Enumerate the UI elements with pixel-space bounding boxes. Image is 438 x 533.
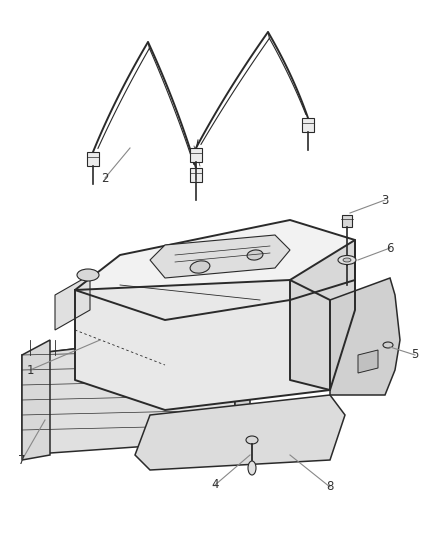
Text: 1: 1 xyxy=(26,364,34,376)
Polygon shape xyxy=(330,278,400,395)
Polygon shape xyxy=(75,220,355,320)
Ellipse shape xyxy=(248,461,256,475)
Text: 6: 6 xyxy=(386,241,394,254)
Text: 3: 3 xyxy=(381,193,389,206)
Polygon shape xyxy=(135,395,345,470)
Polygon shape xyxy=(190,148,202,162)
Polygon shape xyxy=(150,235,290,278)
Ellipse shape xyxy=(77,269,99,281)
Polygon shape xyxy=(22,330,250,360)
Polygon shape xyxy=(22,330,235,455)
Ellipse shape xyxy=(338,255,356,264)
Polygon shape xyxy=(235,330,250,455)
Ellipse shape xyxy=(343,258,351,262)
Polygon shape xyxy=(358,350,378,373)
Text: 7: 7 xyxy=(18,454,26,466)
Polygon shape xyxy=(342,215,352,227)
Polygon shape xyxy=(302,118,314,132)
Text: 5: 5 xyxy=(411,349,419,361)
Polygon shape xyxy=(290,240,355,390)
Ellipse shape xyxy=(383,342,393,348)
Polygon shape xyxy=(87,152,99,166)
Polygon shape xyxy=(75,280,330,410)
Text: 4: 4 xyxy=(211,479,219,491)
Text: 2: 2 xyxy=(101,172,109,184)
Ellipse shape xyxy=(247,250,263,260)
Polygon shape xyxy=(190,168,202,182)
Text: 8: 8 xyxy=(326,481,334,494)
Polygon shape xyxy=(22,340,50,460)
Ellipse shape xyxy=(190,261,210,273)
Ellipse shape xyxy=(246,436,258,444)
Polygon shape xyxy=(55,275,90,330)
